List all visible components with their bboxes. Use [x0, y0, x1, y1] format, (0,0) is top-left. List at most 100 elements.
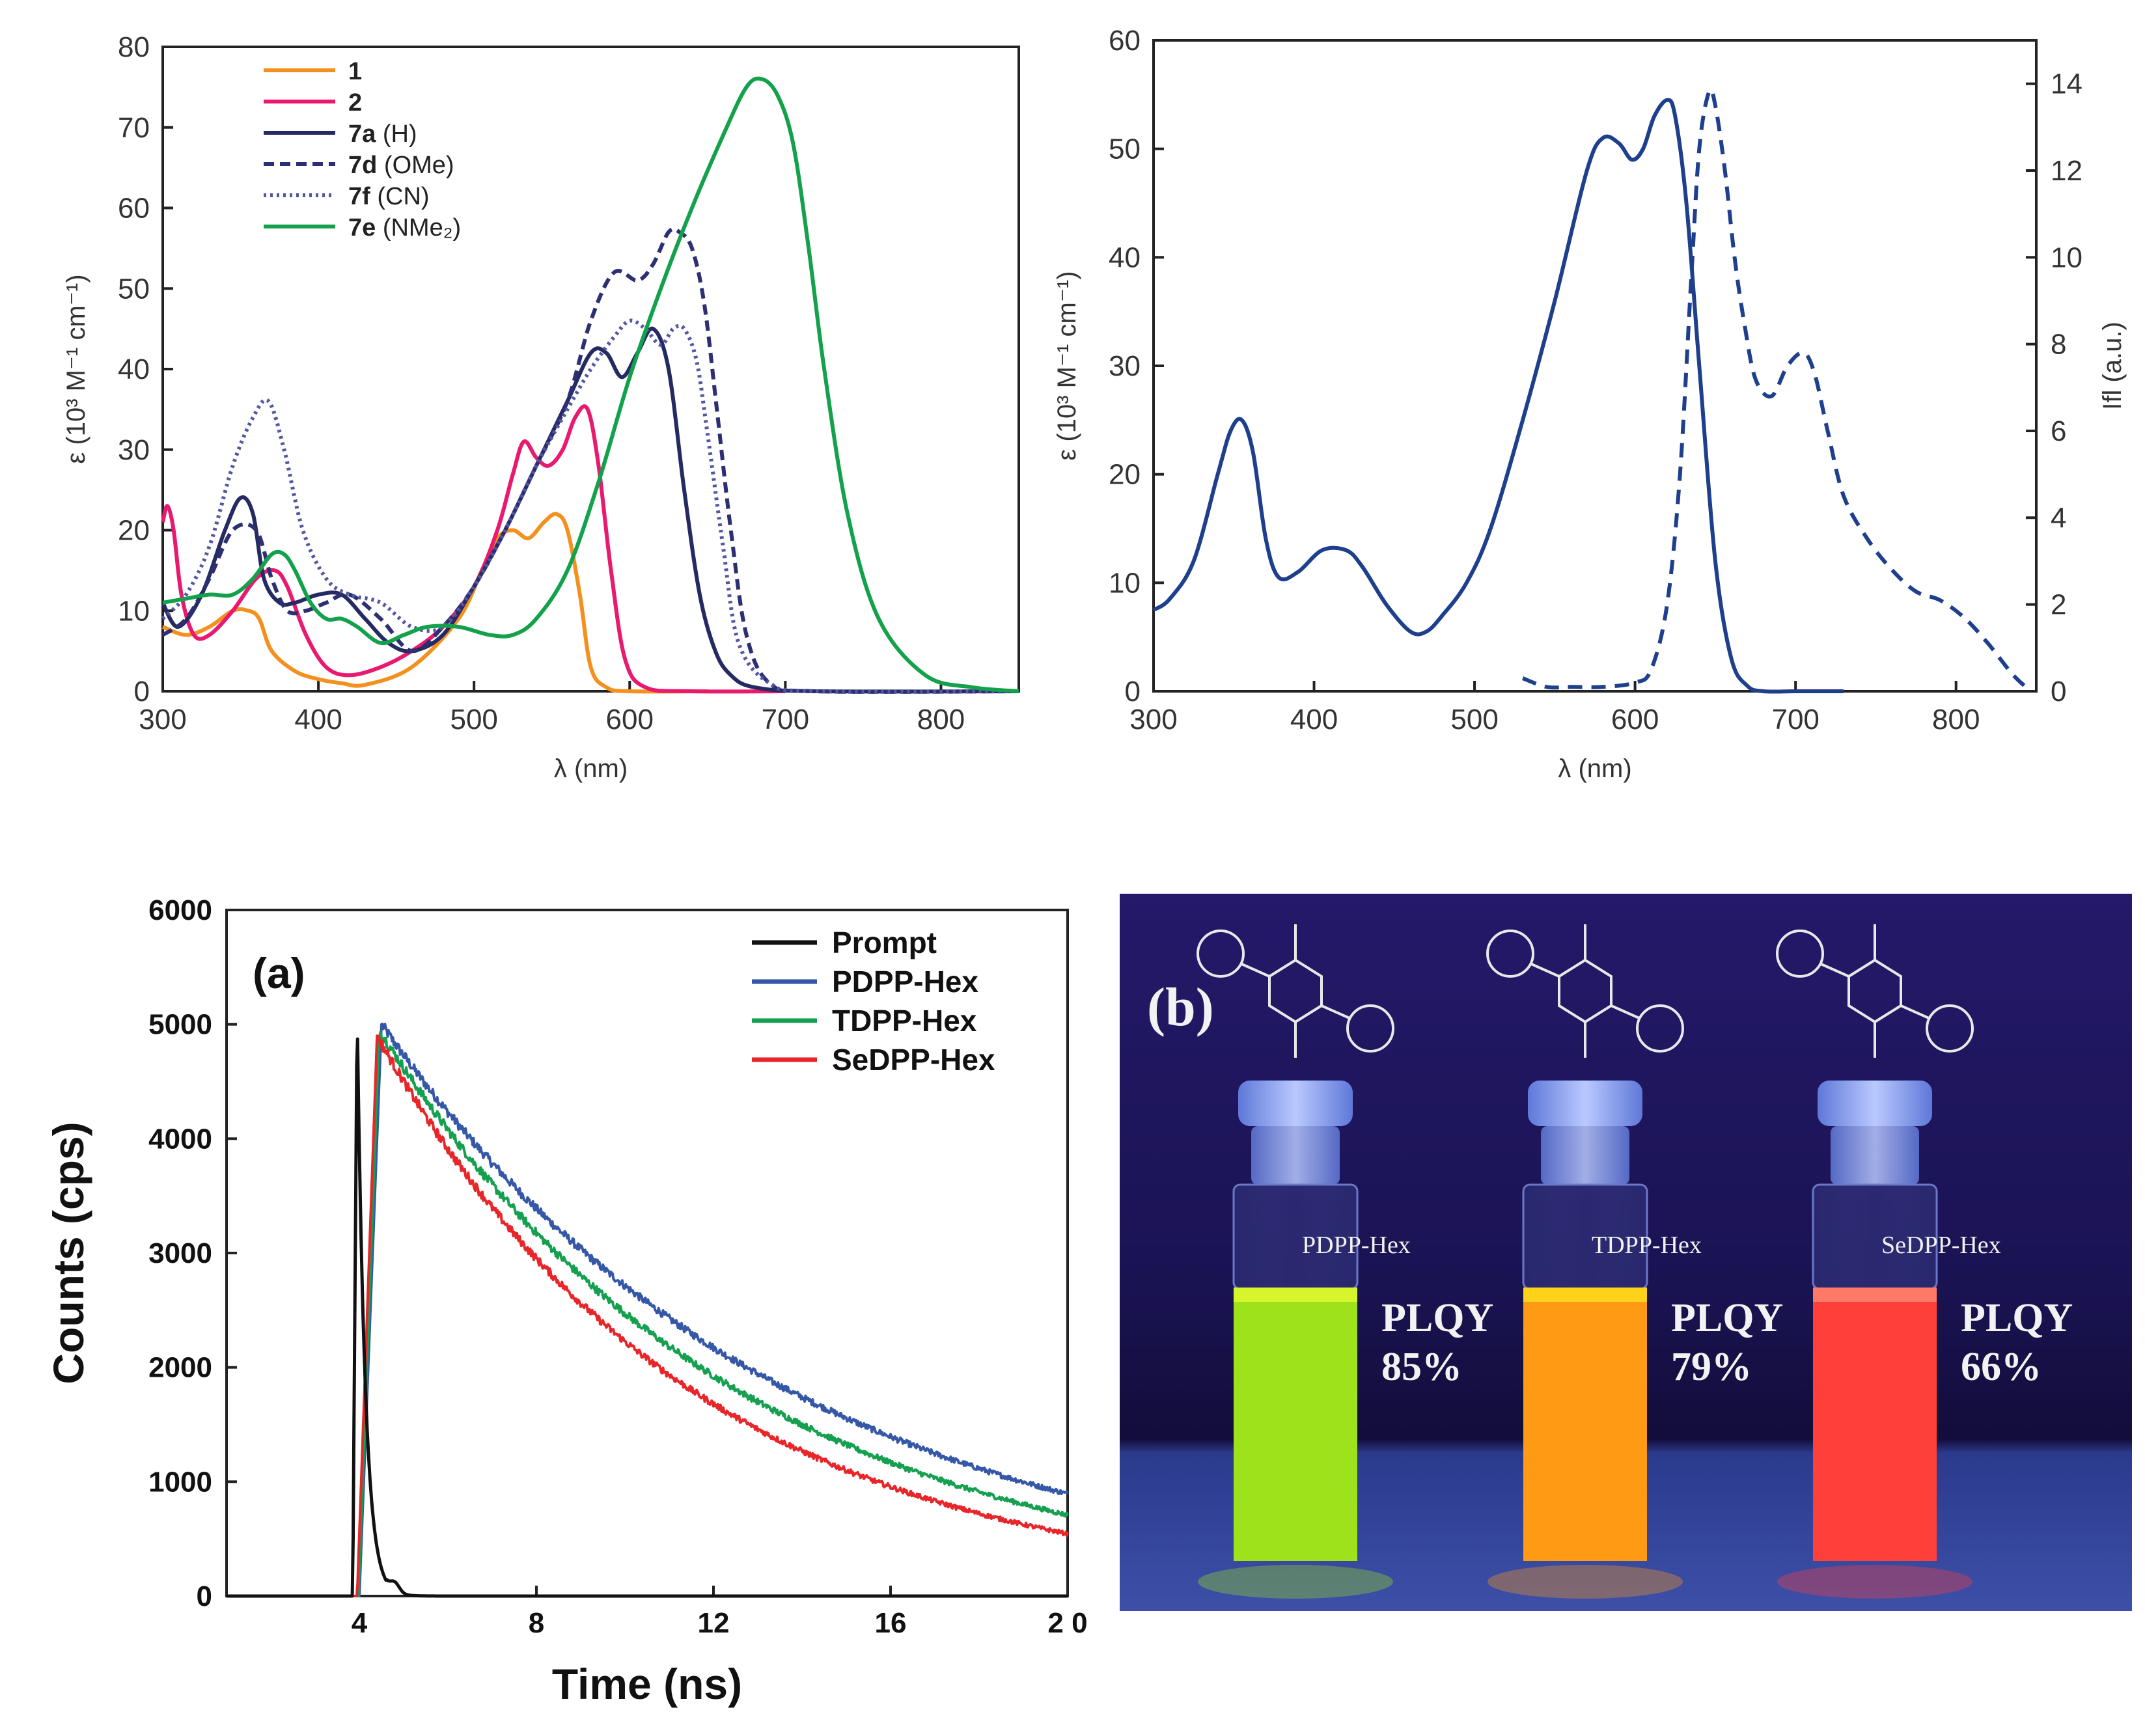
vial-reflection	[1777, 1565, 1972, 1599]
vial-liquid	[1813, 1288, 1937, 1561]
vial-cap	[1238, 1081, 1353, 1126]
legend-entry-7d: 7d (OMe)	[348, 152, 454, 179]
vial-reflection	[1198, 1565, 1393, 1599]
x-tick-label: 800	[917, 704, 965, 736]
x-tick-label: 600	[1611, 704, 1659, 736]
y-tick-label: 20	[118, 515, 150, 547]
vial-meniscus	[1813, 1288, 1937, 1302]
plot-frame	[1152, 39, 2038, 693]
vial-meniscus	[1523, 1288, 1647, 1302]
molecule-structure-SeDPP-Hex	[1776, 924, 1974, 1058]
y-tick-label: 30	[1109, 350, 1141, 382]
legend-entry-7a: 7a (H)	[348, 120, 417, 148]
vial-neck	[1541, 1126, 1629, 1185]
y-right-tick-label: 12	[2051, 155, 2083, 187]
molecule-structure-TDPP-Hex	[1486, 924, 1684, 1058]
y-axis-label: ε (10³ M⁻¹ cm⁻¹)	[1053, 271, 1081, 460]
plqy-value: 79%	[1671, 1345, 1752, 1389]
vial-SeDPP-Hex: SeDPP-Hex PLQY 66%	[1776, 924, 2073, 1599]
vial-TDPP-Hex: TDPP-Hex PLQY 79%	[1486, 924, 1783, 1599]
vial-cap	[1528, 1081, 1642, 1126]
x-axis-label: λ (nm)	[1558, 754, 1631, 783]
y-right-tick-label: 14	[2051, 68, 2083, 100]
x-axis-label: Time (ns)	[552, 1660, 742, 1708]
y-tick-label: 10	[118, 595, 150, 627]
x-tick-label: 800	[1932, 704, 1980, 736]
y-tick-label: 50	[1109, 133, 1141, 165]
plqy-label: PLQY	[1961, 1296, 2073, 1340]
y-tick-label: 4000	[148, 1123, 212, 1155]
y-right-tick-label: 4	[2051, 502, 2066, 534]
vial-reflection	[1488, 1565, 1683, 1599]
y-tick-label: 60	[118, 193, 150, 225]
panel-top-right-chart: 300 400 500 600 700 8000102030405060024681012…	[1053, 25, 2127, 783]
series-line-7e	[162, 76, 1019, 693]
vial-cap	[1818, 1081, 1932, 1126]
legend-entry-2: 2	[348, 89, 362, 117]
vial-neck	[1251, 1126, 1340, 1185]
legend-entry-7e: 7e (NMe₂)	[348, 214, 461, 241]
x-tick-label: 300	[139, 704, 186, 736]
series-line-emission	[1522, 87, 2030, 691]
legend-entry-SeDPP-Hex: SeDPP-Hex	[832, 1043, 995, 1077]
y-axis-label: Counts (cps)	[44, 1122, 92, 1384]
y-tick-label: 2000	[148, 1352, 212, 1384]
panel-top-left-chart: 300 400 500 600 700 800 0 10 20 30 40 50 60 70 80 λ (nm…	[62, 31, 1020, 783]
x-tick-label: 12	[698, 1607, 730, 1639]
vial-liquid	[1234, 1288, 1357, 1561]
y-right-tick-label: 6	[2051, 415, 2066, 447]
y-tick-label: 0	[1125, 676, 1141, 708]
series-line-TDPP-Hex	[226, 1030, 1069, 1597]
series-line-7f	[161, 318, 1019, 694]
legend-entry-PDPP-Hex: PDPP-Hex	[832, 965, 978, 999]
legend-entry-TDPP-Hex: TDPP-Hex	[832, 1004, 977, 1038]
y-tick-label: 10	[1109, 567, 1141, 599]
x-tick-label: 2 0	[1047, 1607, 1087, 1639]
series-line-7d	[161, 227, 1019, 694]
plqy-label: PLQY	[1381, 1296, 1493, 1340]
series-line-SeDPP-Hex	[226, 1034, 1069, 1597]
series-line-Prompt	[225, 1037, 1069, 1598]
legend-entry-Prompt: Prompt	[832, 926, 937, 959]
y-tick-label: 40	[1109, 241, 1141, 273]
x-tick-label: 400	[294, 704, 342, 736]
x-tick-label: 700	[762, 704, 809, 736]
y-right-tick-label: 8	[2051, 329, 2066, 361]
y-right-tick-label: 0	[2051, 676, 2066, 708]
plqy-label: PLQY	[1671, 1296, 1783, 1340]
vial-neck	[1831, 1126, 1919, 1185]
x-tick-label: 400	[1290, 704, 1338, 736]
y-tick-label: 1000	[148, 1466, 212, 1498]
series-line-1	[161, 512, 708, 694]
x-tick-label: 300	[1129, 704, 1177, 736]
x-tick-label: 500	[1450, 704, 1498, 736]
y-right-tick-label: 10	[2051, 241, 2083, 273]
y-tick-label: 50	[118, 273, 150, 305]
x-tick-label: 600	[606, 704, 654, 736]
series-line-absorption	[1152, 98, 1844, 694]
y-tick-label: 0	[134, 676, 150, 708]
y-tick-label: 3000	[148, 1237, 212, 1269]
vial-liquid	[1523, 1288, 1647, 1561]
plqy-value: 66%	[1961, 1345, 2041, 1389]
plqy-value: 85%	[1381, 1345, 1462, 1389]
y-axis-label: ε (10³ M⁻¹ cm⁻¹)	[62, 274, 90, 463]
panel-label-a: (a)	[253, 949, 305, 997]
y-tick-label: 5000	[148, 1009, 212, 1041]
vial-name-label: TDPP-Hex	[1592, 1232, 1702, 1259]
panel-label-b: (b)	[1147, 977, 1214, 1038]
x-tick-label: 500	[450, 704, 497, 736]
x-tick-label: 8	[529, 1607, 544, 1639]
vial-name-label: PDPP-Hex	[1302, 1232, 1411, 1259]
molecule-structure-PDPP-Hex	[1197, 924, 1394, 1058]
vial-name-label: SeDPP-Hex	[1881, 1232, 2001, 1259]
x-tick-label: 700	[1771, 704, 1819, 736]
y-tick-label: 80	[118, 31, 150, 63]
y-tick-label: 0	[197, 1580, 212, 1612]
x-axis-label: λ (nm)	[554, 754, 628, 783]
y-right-tick-label: 2	[2051, 589, 2066, 621]
vial-PDPP-Hex: PDPP-Hex PLQY 85%	[1197, 924, 1493, 1599]
y-right-axis-label: Ifl (a.u.)	[2098, 322, 2127, 410]
